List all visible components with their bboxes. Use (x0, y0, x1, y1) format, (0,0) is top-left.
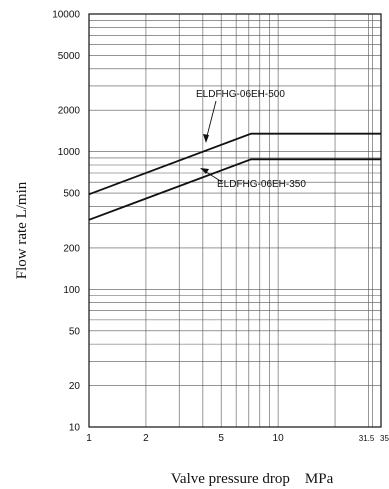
series-label-2: ELDFHG-06EH-350 (217, 179, 306, 190)
y-tick-label: 100 (63, 285, 80, 296)
leader-arrow-2 (200, 168, 209, 174)
y-tick-label: 1000 (58, 147, 81, 158)
y-tick-label: 10 (69, 423, 81, 434)
x-tick-label: 31.5 (359, 434, 375, 443)
x-tick-label: 5 (218, 433, 224, 444)
x-tick-label: 10 (273, 433, 285, 444)
y-tick-label: 10000 (52, 10, 80, 21)
leader-arrow-1 (203, 134, 209, 143)
y-tick-label: 50 (69, 326, 81, 337)
plot-frame (88, 13, 382, 428)
x-tick-label: 35 (380, 434, 389, 443)
leader-line-1 (205, 100, 217, 141)
series-annotations: ELDFHG-06EH-500 ELDFHG-06EH-350 (196, 89, 306, 190)
x-tick-labels: 1 2 5 10 31.5 35 (86, 433, 389, 444)
y-tick-label: 200 (63, 243, 80, 254)
x-axis-label: Valve pressure drop MPa (171, 471, 334, 487)
grid-lines (88, 14, 381, 427)
x-tick-label: 1 (86, 433, 92, 444)
y-tick-label: 5000 (58, 51, 81, 62)
y-tick-labels: 10 20 50 100 200 500 1000 2000 5000 10000 (52, 10, 80, 434)
series-line-1 (88, 132, 381, 196)
y-tick-label: 500 (63, 189, 80, 200)
series-lines (88, 132, 381, 221)
x-tick-label: 2 (143, 433, 149, 444)
y-tick-label: 2000 (58, 106, 81, 117)
y-axis-label: Flow rate L/min (14, 181, 30, 279)
series-label-1: ELDFHG-06EH-500 (196, 89, 285, 100)
y-tick-label: 20 (69, 381, 81, 392)
series-line-2 (88, 158, 381, 221)
